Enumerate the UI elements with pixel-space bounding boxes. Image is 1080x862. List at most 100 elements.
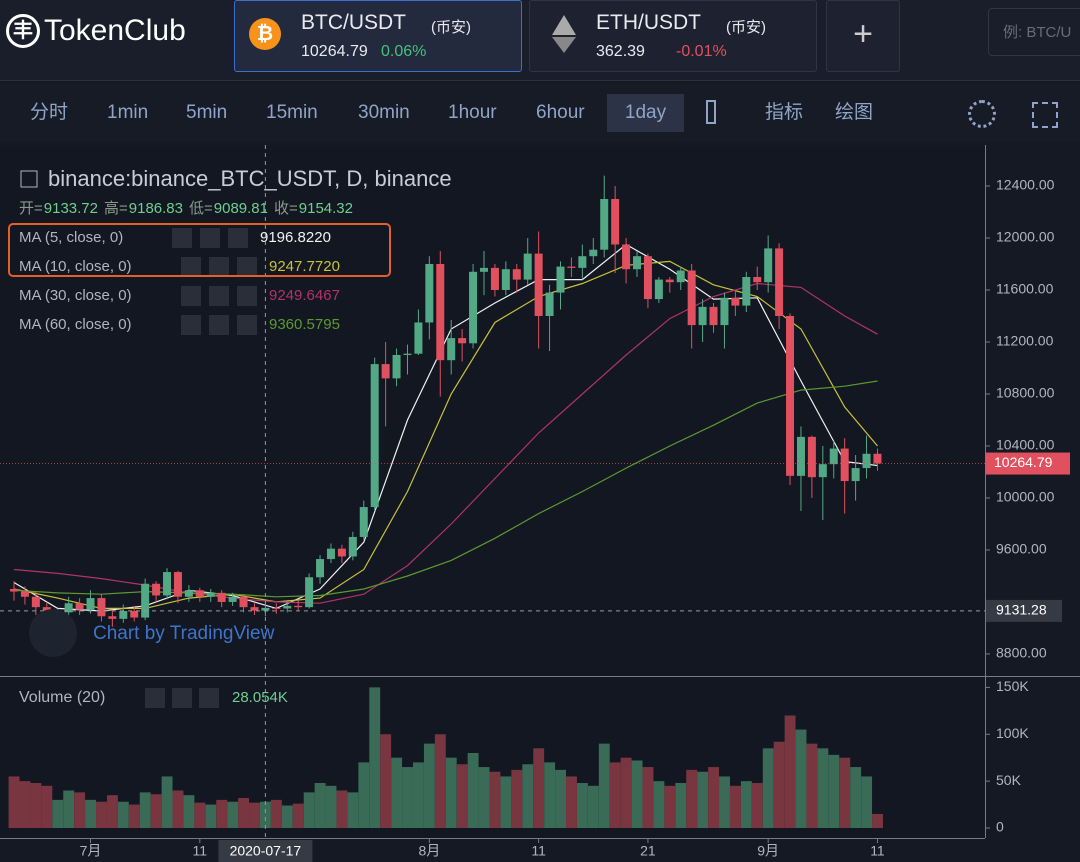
v-tick-label: 0 [996,819,1004,835]
study-button [237,315,257,335]
candle-body [217,592,226,602]
volume-bar [850,767,862,828]
candle-body [228,596,237,602]
eth-icon [552,15,576,35]
volume-bar [238,798,250,828]
candle-body [545,292,554,316]
candle-body [764,248,773,283]
volume-bar [303,792,315,828]
settings[interactable] [968,100,996,128]
interval[interactable]: 30min [358,102,410,123]
tab[interactable]: ₿ BTC/USDT (币安) 10264.79 0.06% [234,0,522,72]
logo-icon: 丰 [6,14,40,48]
candle-body [731,297,740,306]
volume-bar [161,776,173,828]
study-button [199,688,219,708]
price: 10264.79 [301,43,368,60]
y-tick-label: 10400.00 [996,437,1055,453]
study-name: MA (5, close, 0) [19,229,123,246]
volume-title: Volume (20) [19,689,105,706]
candle-body [152,583,161,596]
volume-bar [631,760,643,828]
fullscreen[interactable] [1032,102,1058,128]
candle-body [283,605,292,609]
x-tick-label: 9月 [757,843,779,859]
volume-bar [336,790,348,828]
candle-body [359,507,368,537]
candle-body [720,297,729,326]
interval[interactable]: 5min [186,102,228,123]
candle-body [469,271,478,344]
volume-bar [784,715,796,828]
volume-bar [172,790,184,828]
candle-body [392,354,401,379]
interval[interactable]: 1min [107,102,149,123]
volume-bar [729,785,741,828]
volume-bar [325,785,337,828]
candle-body [381,364,390,379]
header: 丰 TokenClub ₿ BTC/USDT (币安) 10264.79 0.0… [0,0,1080,81]
candle-body [862,453,871,469]
pair: BTC/USDT [301,11,406,34]
interval[interactable]: 1day [607,94,684,132]
volume-bar [456,764,468,828]
exchange: (币安) [726,19,766,36]
volume-bar [96,801,107,828]
volume-bar [697,771,709,828]
volume-bar [467,753,479,828]
volume-bar [522,764,534,828]
interval[interactable]: 1hour [448,102,497,123]
study-value: 9247.7720 [269,258,340,275]
candle-body [556,266,565,293]
y-tick-label: 10000.00 [996,489,1055,505]
candle-body [709,306,718,326]
candle-body [643,256,652,300]
study-button [181,286,201,306]
study-button [172,228,192,248]
study-button [200,228,220,248]
candle-body [873,453,882,464]
interval[interactable]: 6hour [536,102,585,123]
search[interactable]: 例: BTC/U [988,8,1080,56]
volume-bar [500,776,512,828]
candle-body [665,279,674,283]
candle-body [86,598,95,610]
study-button [172,688,192,708]
study-button [181,257,201,277]
volume-bar [598,743,610,828]
volume-bar [63,790,75,828]
symbol: binance:binance_BTC_USDT, D, binance [48,166,452,191]
tool[interactable]: 绘图 [835,102,874,123]
volume-bar [555,769,566,828]
tab[interactable]: ETH/USDT (币安) 362.39 -0.01% [529,0,817,72]
ohlc-label: 开= [19,200,43,217]
interval[interactable]: 分时 [30,102,69,123]
volume-bar [30,783,42,828]
candle-body [425,263,434,323]
volume-bar [347,792,359,828]
candle-body [119,611,128,619]
volume-bar [205,804,217,828]
y-tick-label: 12400.00 [996,177,1055,193]
add-tab[interactable]: + [826,0,900,72]
eth-icon [552,37,576,53]
study-value: 9196.8220 [260,229,331,246]
candle-body [10,588,18,592]
candle-body [578,256,587,268]
candle-body [742,276,751,306]
candle-body [687,270,696,326]
watermark: Chart by TradingView [93,623,275,644]
tool[interactable]: 指标 [765,102,804,123]
interval[interactable]: 15min [266,102,318,123]
candle-body [600,199,609,250]
candle-body [184,590,193,597]
candle-body [294,605,303,608]
candle-icon[interactable] [706,100,716,124]
volume-bar [642,767,654,828]
candle-body [851,468,860,482]
change: 0.06% [381,43,427,60]
volume-bar [587,785,599,828]
x-tick-label: 11 [193,843,208,859]
volume-bar [861,776,873,828]
